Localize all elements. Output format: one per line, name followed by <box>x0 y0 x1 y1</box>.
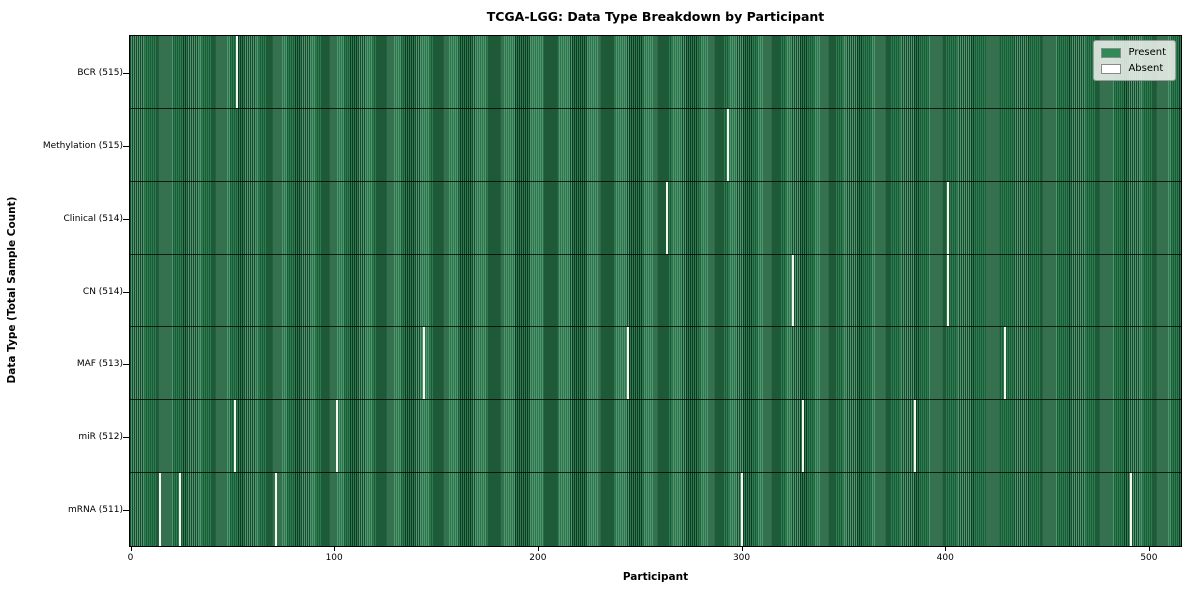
absent-mark <box>626 327 630 400</box>
y-tick-label: Methylation (515) <box>42 140 123 151</box>
x-tick-mark <box>741 547 743 551</box>
legend-swatch-absent-icon <box>1101 63 1122 74</box>
absent-mark <box>274 473 277 546</box>
y-tick-label: CN (514) <box>82 286 123 297</box>
absent-mark <box>335 400 338 473</box>
heatmap-row-Methylation <box>130 108 1181 182</box>
absent-mark <box>791 254 794 327</box>
legend: Present Absent <box>1093 40 1176 81</box>
heatmap-row-Clinical <box>130 181 1181 255</box>
x-tick-label: 500 <box>1140 553 1158 563</box>
x-tick-mark <box>130 547 132 551</box>
absent-mark <box>1130 473 1133 546</box>
x-axis-label: Participant <box>622 571 689 583</box>
absent-mark <box>233 400 236 473</box>
plot-area: Present Absent <box>129 35 1182 547</box>
x-tick-label: 200 <box>529 553 547 563</box>
x-tick-label: 0 <box>127 553 134 563</box>
absent-mark <box>741 473 744 546</box>
absent-mark <box>178 473 181 546</box>
y-axis-label: Data Type (Total Sample Count) <box>6 196 18 384</box>
absent-mark <box>914 400 917 473</box>
legend-item-present: Present <box>1101 47 1166 58</box>
y-tick-mark <box>123 437 129 439</box>
heatmap-row-miR <box>130 400 1181 474</box>
y-tick-label: BCR (515) <box>77 67 123 78</box>
legend-label-absent: Absent <box>1128 63 1164 74</box>
legend-swatch-present-icon <box>1101 47 1122 58</box>
y-tick-label: Clinical (514) <box>63 213 123 224</box>
heatmap-row-CN <box>130 254 1181 328</box>
legend-label-present: Present <box>1128 47 1166 58</box>
x-tick-mark <box>537 547 539 551</box>
absent-mark <box>1003 327 1006 400</box>
absent-mark <box>423 327 426 400</box>
y-tick-mark <box>123 72 129 74</box>
heatmap-row-MAF <box>130 327 1181 401</box>
y-tick-mark <box>123 364 129 366</box>
absent-mark <box>235 36 238 108</box>
y-tick-label: mRNA (511) <box>68 505 123 516</box>
legend-item-absent: Absent <box>1101 63 1166 74</box>
x-tick-mark <box>334 547 336 551</box>
absent-mark <box>665 181 668 254</box>
absent-mark <box>726 108 729 181</box>
y-tick-label: miR (512) <box>78 432 123 443</box>
y-tick-label: MAF (513) <box>76 359 123 370</box>
heatmap-row-BCR <box>130 36 1181 109</box>
absent-mark <box>946 181 949 254</box>
heatmap-row-mRNA <box>130 473 1181 546</box>
x-tick-mark <box>1148 547 1150 551</box>
y-tick-mark <box>123 510 129 512</box>
y-tick-mark <box>123 291 129 293</box>
x-tick-label: 400 <box>936 553 954 563</box>
chart-title: TCGA-LGG: Data Type Breakdown by Partici… <box>486 9 825 24</box>
absent-mark <box>158 473 161 546</box>
x-tick-mark <box>945 547 947 551</box>
y-tick-mark <box>123 218 129 220</box>
absent-mark <box>946 254 949 327</box>
x-tick-label: 100 <box>325 553 343 563</box>
x-tick-label: 300 <box>732 553 751 563</box>
y-tick-mark <box>123 145 129 147</box>
absent-mark <box>802 400 805 473</box>
